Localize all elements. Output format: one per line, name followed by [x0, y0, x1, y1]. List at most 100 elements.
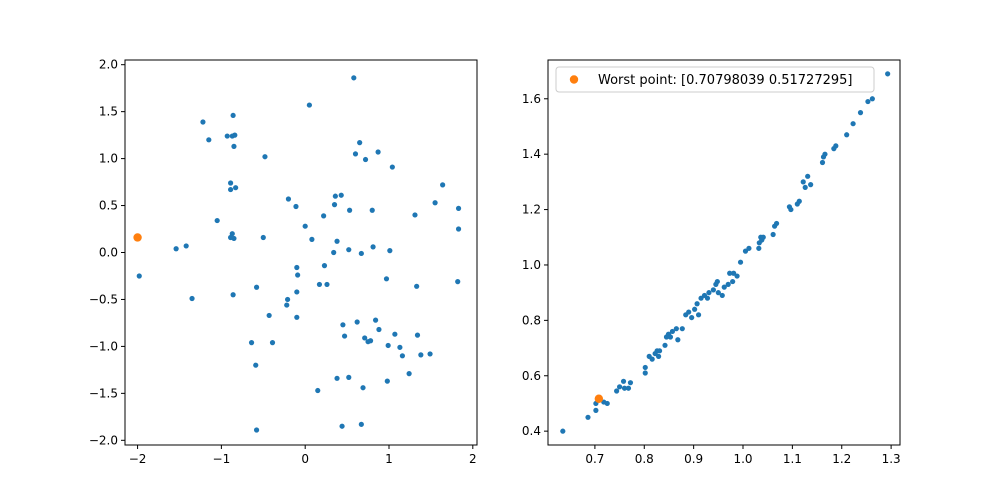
- legend-label: Worst point: [0.70798039 0.51727295]: [598, 73, 852, 88]
- data-point: [331, 202, 338, 208]
- data-point: [341, 333, 348, 339]
- data-point: [704, 295, 711, 301]
- data-point: [295, 272, 301, 278]
- data-point: [406, 371, 412, 377]
- data-point: [346, 374, 352, 380]
- data-point: [302, 223, 308, 229]
- data-point: [324, 281, 330, 288]
- data-point: [770, 231, 776, 238]
- data-point: [284, 296, 291, 303]
- data-point: [321, 213, 327, 219]
- data-point: [229, 133, 235, 139]
- data-point: [746, 245, 752, 251]
- data-point: [695, 312, 702, 318]
- data-point: [231, 143, 237, 149]
- x-tick-label: 0: [301, 452, 309, 466]
- data-point: [844, 132, 850, 138]
- data-point: [321, 263, 328, 269]
- data-point: [418, 352, 424, 358]
- data-point: [833, 143, 839, 149]
- y-tick-label: −2.0: [89, 433, 118, 447]
- x-tick-label: 1.0: [733, 452, 752, 466]
- data-point: [294, 289, 300, 295]
- data-point: [560, 428, 566, 434]
- y-tick-label: 1.4: [522, 147, 541, 161]
- data-point: [294, 264, 300, 271]
- legend-box: [555, 66, 875, 93]
- data-point: [620, 378, 627, 384]
- data-point: [306, 102, 312, 108]
- data-point: [351, 75, 357, 81]
- data-point: [200, 119, 206, 125]
- data-point: [655, 353, 662, 359]
- data-point: [266, 312, 272, 319]
- data-point: [714, 278, 720, 285]
- x-tick-label: −1: [213, 452, 231, 466]
- data-point: [362, 156, 369, 163]
- y-tick-label: 1.2: [522, 203, 541, 217]
- worst-point-marker: [133, 233, 142, 242]
- y-tick-label: −1.5: [89, 386, 118, 400]
- data-point: [642, 364, 648, 371]
- data-point: [710, 287, 716, 293]
- data-point: [362, 335, 368, 341]
- x-tick-label: 0.8: [635, 452, 654, 466]
- data-point: [730, 278, 736, 285]
- data-point: [228, 180, 234, 186]
- data-point: [819, 159, 826, 166]
- data-point: [656, 348, 663, 354]
- data-point: [316, 281, 323, 288]
- data-point: [742, 248, 749, 254]
- legend-marker: [569, 75, 579, 84]
- data-point: [383, 276, 390, 282]
- data-point: [440, 182, 446, 188]
- x-tick-label: 1: [385, 452, 393, 466]
- data-point: [284, 302, 290, 308]
- data-point: [233, 185, 239, 191]
- y-tick-label: 0.8: [522, 313, 541, 327]
- data-point: [686, 309, 692, 315]
- data-point: [369, 207, 375, 213]
- data-point: [370, 244, 376, 250]
- data-point: [399, 353, 406, 359]
- data-point: [432, 200, 438, 206]
- left-scatter-plot: −2 −1 0 1 2 −2.0 −1.5 −1.0 −0.5 0.0 0.5 1.0 1.5 2.0: [89, 58, 478, 466]
- data-point: [869, 96, 875, 102]
- data-point: [183, 243, 189, 249]
- data-point: [721, 284, 727, 290]
- x-tick-label: 0.7: [585, 452, 604, 466]
- data-point: [358, 421, 364, 427]
- data-point: [715, 290, 721, 296]
- data-point: [698, 295, 704, 301]
- data-point: [228, 186, 234, 193]
- data-point: [384, 378, 390, 384]
- data-point: [338, 192, 344, 198]
- data-point: [850, 121, 856, 127]
- data-point: [385, 342, 391, 349]
- data-point: [796, 198, 802, 204]
- axes-frame: [547, 59, 901, 446]
- data-point: [360, 385, 366, 391]
- x-tick-label: 2: [469, 452, 477, 466]
- data-point: [800, 179, 806, 185]
- data-point: [387, 248, 393, 254]
- data-point: [206, 137, 212, 143]
- data-point: [455, 226, 462, 232]
- data-point: [334, 238, 340, 244]
- x-tick-label: 1.3: [882, 452, 901, 466]
- data-point: [293, 203, 299, 210]
- data-point: [621, 385, 628, 391]
- data-point: [253, 284, 260, 290]
- x-tick-label: −2: [129, 452, 147, 466]
- data-point: [427, 351, 433, 357]
- y-tick-label: 0.6: [522, 369, 541, 383]
- data-point: [585, 414, 591, 420]
- data-point: [455, 205, 462, 211]
- data-point: [260, 234, 266, 241]
- data-point: [649, 356, 655, 362]
- data-point: [692, 306, 698, 312]
- data-point: [230, 112, 236, 119]
- data-point: [339, 423, 345, 429]
- data-point: [214, 217, 220, 224]
